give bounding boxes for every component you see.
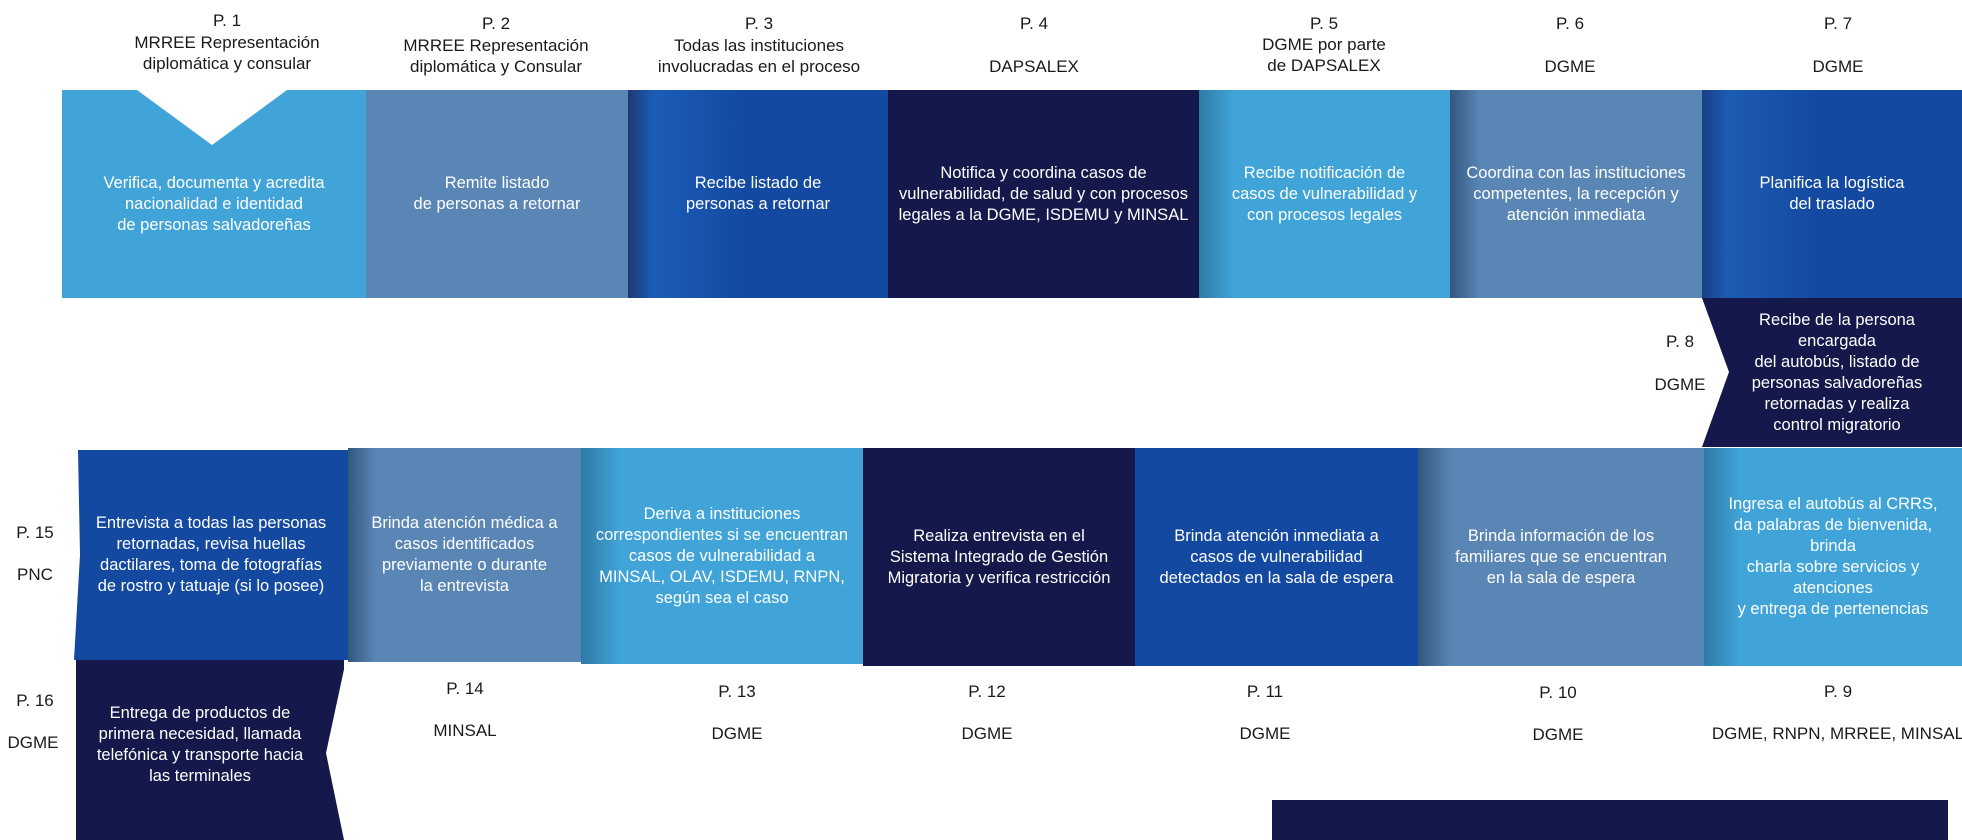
step-14-box: Brinda atención médica a casos identific… <box>348 448 581 662</box>
step-2-text: Remite listado de personas a retornar <box>413 174 581 213</box>
step-12-actor: DGME <box>961 724 1013 743</box>
step-10-actor: DGME <box>1532 725 1584 744</box>
step-7-box: Planifica la logística del traslado <box>1702 90 1962 298</box>
step-7-text: Planifica la logística del traslado <box>1759 174 1905 213</box>
step-8-number: P. 8 <box>1665 332 1695 351</box>
step-1-box: Verifica, documenta y acredita nacionali… <box>62 90 366 298</box>
step-3-number: P. 3 <box>744 14 774 33</box>
step-4-text: Notifica y coordina casos de vulnerabili… <box>898 163 1189 224</box>
step-4-box: Notifica y coordina casos de vulnerabili… <box>888 90 1199 298</box>
step-2-actor: MRREE Representación diplomática y Consu… <box>403 36 589 76</box>
step-1-number: P. 1 <box>212 11 242 30</box>
step-5-actor: DGME por parte de DAPSALEX <box>1262 35 1386 75</box>
step-10-text: Brinda información de los familiares que… <box>1455 526 1667 587</box>
step-9-number: P. 9 <box>1823 682 1853 701</box>
step-12-box: Realiza entrevista en el Sistema Integra… <box>863 448 1135 666</box>
step-7-actor: DGME <box>1812 57 1864 76</box>
step-1-actor: MRREE Representación diplomática y consu… <box>134 33 320 73</box>
step-10-box: Brinda información de los familiares que… <box>1418 448 1704 666</box>
step-11-actor: DGME <box>1239 724 1291 743</box>
step-14-actor: MINSAL <box>433 721 497 740</box>
step-13-number: P. 13 <box>718 682 756 701</box>
step-11-number: P. 11 <box>1246 682 1284 701</box>
step-16-box: Entrega de productos de primera necesida… <box>76 660 344 840</box>
step-16-text: Entrega de productos de primera necesida… <box>96 704 304 785</box>
step-4-number: P. 4 <box>1019 14 1049 33</box>
step-5-number: P. 5 <box>1309 14 1339 33</box>
step-11-text: Brinda atención inmediata a casos de vul… <box>1159 526 1394 587</box>
step-14-text: Brinda atención médica a casos identific… <box>371 514 558 595</box>
step-7-number: P. 7 <box>1823 14 1853 33</box>
step-14-number: P. 14 <box>446 679 484 698</box>
step-6-number: P. 6 <box>1555 14 1585 33</box>
step-12-number: P. 12 <box>968 682 1006 701</box>
step-16-number: P. 16 <box>16 691 54 710</box>
step-10-number: P. 10 <box>1539 683 1577 702</box>
step-9-box: Ingresa el autobús al CRRS, da palabras … <box>1704 448 1962 666</box>
step-11-box: Brinda atención inmediata a casos de vul… <box>1135 448 1418 666</box>
step-16-actor: DGME <box>7 733 59 752</box>
step-2-box: Remite listado de personas a retornar <box>366 90 628 298</box>
step-12-text: Realiza entrevista en el Sistema Integra… <box>887 526 1111 587</box>
step-3-text: Recibe listado de personas a retornar <box>686 174 830 213</box>
step-5-text: Recibe notificación de casos de vulnerab… <box>1231 163 1418 224</box>
step-3-box: Recibe listado de personas a retornar <box>628 90 888 298</box>
step-6-box: Coordina con las instituciones competent… <box>1450 90 1702 298</box>
step-15-text: Entrevista a todas las personas retornad… <box>95 514 327 595</box>
next-segment-bar <box>1272 800 1948 840</box>
step-1-text: Verifica, documenta y acredita nacionali… <box>103 173 325 234</box>
step-4-actor: DAPSALEX <box>989 57 1079 76</box>
step-2-number: P. 2 <box>481 14 511 33</box>
step-8-actor: DGME <box>1654 375 1706 394</box>
step-13-box: Deriva a instituciones correspondientes … <box>581 448 863 664</box>
step-6-text: Coordina con las instituciones competent… <box>1466 163 1686 224</box>
step-3-actor: Todas las instituciones involucradas en … <box>657 36 861 76</box>
step-13-actor: DGME <box>711 724 763 743</box>
step-8-box: Recibe de la persona encargada del autob… <box>1702 298 1962 447</box>
step-13-text: Deriva a instituciones correspondientes … <box>595 504 849 607</box>
step-9-actor: DGME, RNPN, MRREE, MINSAL <box>1711 724 1962 743</box>
step-15-box: Entrevista a todas las personas retornad… <box>74 450 348 660</box>
step-6-actor: DGME <box>1544 57 1596 76</box>
step-8-text: Recibe de la persona encargada del autob… <box>1751 310 1923 434</box>
step-5-box: Recibe notificación de casos de vulnerab… <box>1199 90 1450 298</box>
step-15-number: P. 15 <box>16 523 54 542</box>
step-9-text: Ingresa el autobús al CRRS, da palabras … <box>1728 495 1938 618</box>
step-15-actor: PNC <box>17 565 53 584</box>
